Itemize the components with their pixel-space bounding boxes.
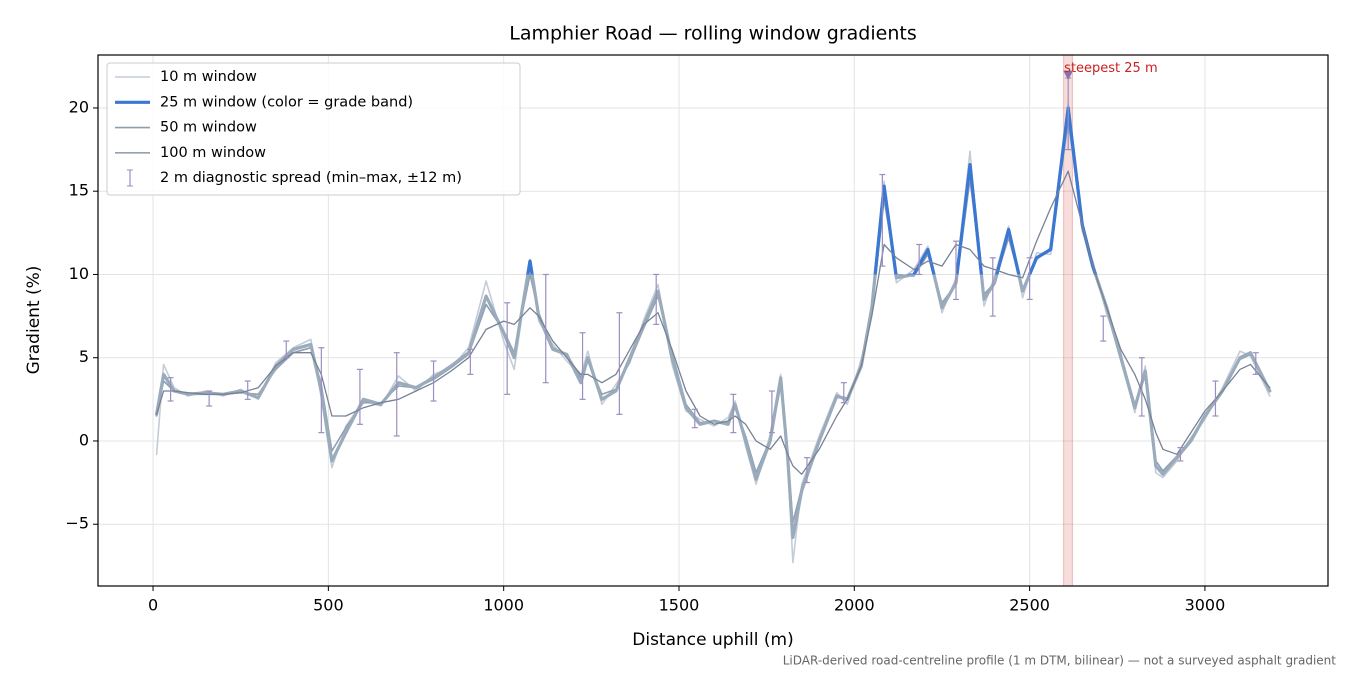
- error-bar: [167, 377, 174, 402]
- error-bar: [1252, 352, 1259, 375]
- error-bar: [1177, 447, 1184, 462]
- chart-title: Lamphier Road — rolling window gradients: [509, 23, 916, 45]
- y-axis-label: Gradient (%): [24, 266, 44, 375]
- error-bar: [206, 390, 213, 407]
- y-tick-label: 10: [69, 264, 89, 283]
- legend-label: 100 m window: [160, 145, 266, 161]
- legend: 10 m window 25 m window (color = grade ba…: [106, 62, 521, 196]
- y-tick-label: 0: [79, 430, 89, 449]
- error-bar: [579, 332, 586, 400]
- error-bar: [1026, 257, 1033, 301]
- error-bar: [542, 273, 549, 384]
- error-bar: [653, 273, 660, 326]
- error-bar: [318, 347, 325, 434]
- error-bar: [730, 393, 737, 434]
- error-bar: [768, 390, 775, 434]
- legend-label: 25 m window (color = grade band): [160, 94, 413, 110]
- error-bar: [1138, 357, 1145, 417]
- error-bar: [840, 382, 847, 404]
- x-tick-label: 2000: [834, 596, 875, 615]
- error-bar: [356, 368, 363, 425]
- error-bar: [1212, 380, 1219, 417]
- legend-label: 2 m diagnostic spread (min–max, ±12 m): [160, 170, 462, 186]
- error-bar: [1100, 315, 1107, 342]
- legend-label: 10 m window: [160, 69, 257, 85]
- error-bar: [803, 457, 810, 484]
- x-tick-label: 0: [148, 596, 158, 615]
- error-bar: [244, 380, 251, 400]
- y-tick-label: 20: [69, 97, 89, 116]
- error-bar: [504, 302, 511, 395]
- error-bar: [393, 352, 400, 437]
- y-tick-label: 5: [79, 347, 89, 366]
- error-bar: [952, 240, 959, 301]
- plot-frame: [97, 54, 1329, 587]
- x-tick-label: 1000: [483, 596, 524, 615]
- x-tick-label: 500: [313, 596, 344, 615]
- x-tick-label: 1500: [659, 596, 700, 615]
- lines: [155, 77, 1272, 564]
- error-bar: [430, 360, 437, 402]
- legend-box: [106, 62, 521, 196]
- x-axis-label: Distance uphill (m): [632, 630, 793, 650]
- plot-area: −5 0 5 10 15 20 0 500 1000 1500 2000 2500 3000 steepe…: [65, 54, 1329, 615]
- error-bar: [916, 243, 923, 276]
- error-bar: [879, 173, 886, 267]
- steepest-label: steepest 25 m: [1064, 61, 1157, 76]
- error-bar: [691, 408, 698, 429]
- series-line: [155, 170, 1271, 475]
- x-tick-label: 2500: [1009, 596, 1050, 615]
- steepest-marker: [1063, 70, 1074, 80]
- legend-label: 50 m window: [160, 120, 257, 136]
- y-tick-label: 15: [69, 181, 89, 200]
- error-bar: [467, 348, 474, 375]
- x-tick-label: 3000: [1185, 596, 1226, 615]
- error-bar: [989, 257, 996, 317]
- y-tick-label: −5: [65, 514, 89, 533]
- error-bar: [616, 312, 623, 415]
- footnote: LiDAR-derived road-centreline profile (1…: [783, 654, 1337, 668]
- error-bar: [283, 340, 290, 359]
